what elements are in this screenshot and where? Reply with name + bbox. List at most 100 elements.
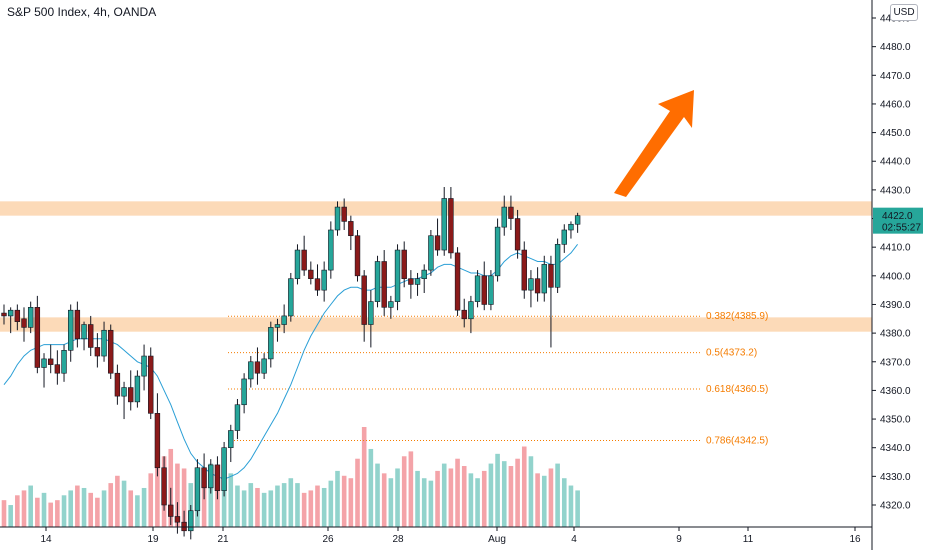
candle-body xyxy=(474,275,481,302)
candle-body xyxy=(68,309,74,351)
volume-bar xyxy=(401,456,407,527)
candle-body xyxy=(274,324,281,328)
volume-bar xyxy=(268,490,274,527)
candle-body xyxy=(54,364,61,374)
volume-bar xyxy=(381,473,387,527)
candle-body xyxy=(301,249,307,271)
time-tick-label: 16 xyxy=(849,534,861,545)
candle-body xyxy=(548,264,554,288)
volume-bar xyxy=(121,480,127,527)
candle-body xyxy=(421,269,427,279)
candle-body xyxy=(248,361,254,380)
candle-body xyxy=(468,301,474,320)
volume-bar xyxy=(375,463,380,527)
time-tick-label: Aug xyxy=(488,534,506,545)
volume-bar xyxy=(48,502,53,527)
candle-body xyxy=(74,309,81,340)
candle-body xyxy=(328,229,334,271)
price-tick-label: 4390.0 xyxy=(880,300,911,311)
candle-body xyxy=(381,261,387,308)
volume-bar xyxy=(68,490,73,527)
fib-levels: 0.382(4385.9) 0.5(4373.2) 0.618(4360.5) 0.7… xyxy=(228,311,768,447)
candle-body xyxy=(221,447,227,491)
price-tick-label: 4360.0 xyxy=(880,386,911,397)
candle-body xyxy=(401,249,407,279)
price-tick-label: 4480.0 xyxy=(880,42,911,53)
bar-countdown: 02:55:27 xyxy=(882,223,921,234)
candle-body xyxy=(1,312,7,317)
time-tick-label: 9 xyxy=(676,534,682,545)
price-tick-label: 4460.0 xyxy=(880,99,911,110)
candle-body xyxy=(268,327,274,360)
ma-line xyxy=(3,243,578,480)
candle-body xyxy=(408,278,414,285)
volume-bar xyxy=(21,490,27,527)
volume-bar xyxy=(61,495,67,527)
volume-bar xyxy=(488,463,494,527)
price-zones xyxy=(0,201,872,332)
price-tick-label: 4440.0 xyxy=(880,157,911,168)
candle-body xyxy=(261,358,267,374)
moving-average xyxy=(3,243,578,480)
candle-body xyxy=(108,329,114,374)
candle-body xyxy=(461,309,467,320)
volume-bar xyxy=(515,458,520,527)
volume-bar xyxy=(248,483,254,527)
candle-body xyxy=(128,387,134,403)
price-tag: 4422.0 02:55:27 xyxy=(873,207,923,234)
price-tick-label: 4330.0 xyxy=(880,472,911,483)
time-tick-label: 19 xyxy=(147,534,159,545)
candle-body xyxy=(501,206,507,228)
fib-label: 0.382(4385.9) xyxy=(706,311,768,322)
volume-bar xyxy=(255,487,260,527)
volume-bar xyxy=(461,466,467,527)
volume-bars xyxy=(1,427,580,527)
volume-bar xyxy=(408,451,414,527)
volume-bar xyxy=(101,490,107,527)
volume-bar xyxy=(448,468,454,527)
volume-bar xyxy=(421,478,427,527)
candle-body xyxy=(528,278,534,291)
candle-body xyxy=(414,278,421,285)
volume-bar xyxy=(108,483,114,527)
volume-bar xyxy=(521,446,527,527)
volume-bar xyxy=(261,492,267,527)
volume-bar xyxy=(388,478,394,527)
volume-bar xyxy=(41,492,47,527)
time-tick-label: 11 xyxy=(743,534,754,545)
candle-body xyxy=(47,358,54,365)
volume-bar xyxy=(348,478,354,527)
volume-bar xyxy=(315,485,320,527)
candle-body xyxy=(348,221,354,237)
volume-bar xyxy=(395,468,400,527)
price-tick-label: 4430.0 xyxy=(880,185,911,196)
candle-body xyxy=(294,249,301,279)
volume-bar xyxy=(468,473,474,527)
time-tick-label: 26 xyxy=(322,534,334,545)
volume-bar xyxy=(568,485,574,527)
zone-resistance xyxy=(0,201,872,216)
candle-body xyxy=(94,347,101,357)
candle-body xyxy=(368,301,374,325)
candle-body xyxy=(514,218,521,251)
candle-body xyxy=(181,521,187,532)
volume-bar xyxy=(368,448,374,527)
candle-body xyxy=(388,301,394,308)
candles xyxy=(1,187,581,540)
currency-selector-button[interactable]: USD xyxy=(890,4,918,21)
candle-body xyxy=(308,269,314,279)
price-tick-label: 4340.0 xyxy=(880,443,911,454)
candle-body xyxy=(534,278,541,294)
annotation-arrow[interactable] xyxy=(614,90,694,197)
candle-body xyxy=(88,324,94,348)
volume-bar xyxy=(481,470,487,527)
volume-bar xyxy=(181,468,187,527)
price-tick-label: 4320.0 xyxy=(880,501,911,512)
volume-bar xyxy=(1,500,7,527)
candle-body xyxy=(114,372,121,397)
candle-body xyxy=(254,361,261,374)
fib-label: 0.618(4360.5) xyxy=(706,384,768,395)
candle-body xyxy=(454,252,461,311)
candle-body xyxy=(154,413,161,469)
